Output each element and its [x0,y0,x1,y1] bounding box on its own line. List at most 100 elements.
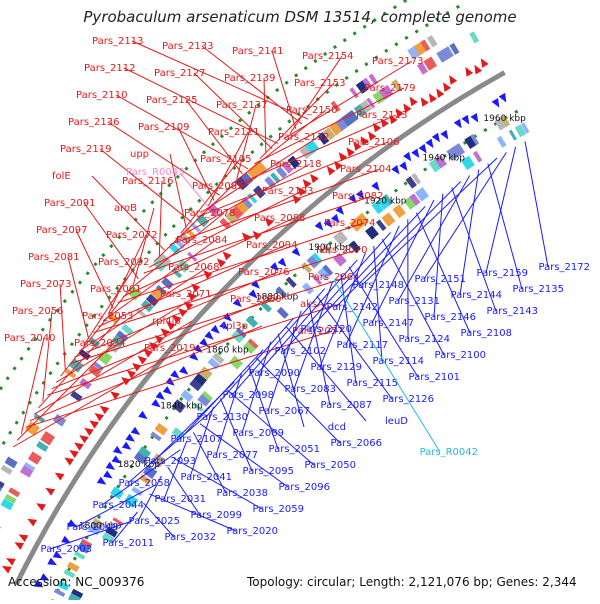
gene-label: Pars_2049 [67,522,118,533]
gene-label: Pars_2082 [332,191,383,202]
reverse-gene-arrow [454,119,462,129]
gene-label: folE [52,171,71,182]
gene-label: Pars_2136 [68,117,119,128]
category-block [0,478,5,488]
forward-gene-arrow [443,82,451,92]
category-block [469,31,479,43]
forward-gene-arrow [36,503,46,511]
leader-line [203,137,318,211]
forward-gene-arrow [465,67,473,77]
category-block [473,151,482,163]
gene-label: Pars_2118 [270,159,321,170]
gene-label: leuD [385,416,408,427]
reverse-gene-arrow [391,165,399,174]
gene-label: Pars_2094 [246,240,297,251]
forward-gene-arrow [474,65,482,75]
reverse-gene-arrow [131,427,140,435]
leader-line [290,56,342,134]
gene-label: Pars_2073 [20,279,71,290]
reverse-gene-arrow [47,558,57,566]
forward-gene-arrow [89,420,99,428]
forward-gene-arrow [55,473,65,481]
category-block [180,390,193,402]
gene-label: Pars_2135 [513,284,564,295]
gene-label: Pars_2104 [340,164,391,175]
gene-label: Pars_2020 [227,526,278,537]
reverse-gene-arrow [106,462,116,470]
leader-line [108,235,146,314]
reverse-gene-arrow [170,370,179,379]
gene-label: Pars_2144 [451,290,502,301]
genome-summary: Topology: circular; Length: 2,121,076 bp… [247,575,577,589]
forward-gene-arrow [2,566,12,573]
accession-label: Accession: NC_009376 [8,575,144,589]
gene-label: Pars_2127 [154,68,205,79]
gene-label: Pars_2108 [461,328,512,339]
gene-label: Pars_2119 [60,144,111,155]
gene-label: Pars_2125 [146,95,197,106]
gene-label: Pars_R0042 [420,447,478,458]
gene-label: Pars_2114 [373,356,424,367]
gene-label: Pars_2061 [90,284,141,295]
gene-label: Pars_2154 [302,51,353,62]
gene-label: Pars_R0043 [126,167,184,178]
gene-label: Pars_2019 [144,343,195,354]
gene-label: Pars_2087 [321,400,372,411]
category-block [497,136,507,148]
gene-label: Pars_2074 [324,218,375,229]
forward-gene-arrow [449,75,457,85]
reverse-gene-arrow [278,258,287,267]
reverse-gene-arrow [470,113,478,123]
gene-label: Pars_2025 [129,516,180,527]
gene-label: Pars_2070 [316,245,367,256]
category-block [277,307,289,319]
forward-gene-arrow [310,174,319,183]
reverse-gene-arrow [163,386,172,394]
reverse-gene-arrow [432,133,440,143]
gene-label: Pars_2085 [192,181,243,192]
category-block [509,130,517,141]
forward-gene-arrow [45,488,55,496]
gene-label: Pars_2121 [208,127,259,138]
gene-label: Pars_2081 [28,252,79,263]
gene-label: Pars_2032 [165,532,216,543]
map-title: Pyrobaculum arsenaticum DSM 13514, compl… [0,8,600,26]
category-block [5,457,18,469]
gene-label: Pars_2084 [176,235,227,246]
tick-label: 1940 kbp [423,153,466,163]
leader-line [268,311,301,411]
gene-label: rpl4lp [152,316,181,327]
forward-gene-arrow [410,97,418,107]
gene-label: Pars_2053 [82,311,133,322]
reverse-gene-arrow [204,331,213,340]
gene-label: Pars_2011 [103,538,154,549]
gene-label: Pars_2137 [216,100,267,111]
gene-label: Pars_2109 [138,122,189,133]
reverse-gene-arrow [211,325,220,334]
gene-label: Pars_2072 [106,230,157,241]
reverse-gene-arrow [403,152,411,161]
gene-label: Pars_2098 [223,390,274,401]
tick-label: 1860 kbp [206,346,249,356]
gene-label: Pars_2091 [44,198,95,209]
reverse-gene-arrow [315,221,324,230]
reverse-gene-arrow [179,366,188,375]
forward-gene-arrow [6,558,16,566]
reverse-gene-arrow [103,470,113,478]
forward-gene-arrow [84,428,94,436]
gene-label: Pars_2050 [305,460,356,471]
gene-label: Pars_2076 [238,267,289,278]
reverse-gene-arrow [440,130,448,140]
reverse-gene-arrow [461,115,469,125]
leader-line [362,158,497,285]
category-block [349,87,358,98]
forward-gene-arrow [79,435,89,443]
reverse-gene-arrow [151,399,160,407]
gene-label: Pars_2106 [348,137,399,148]
reverse-gene-arrow [411,149,419,159]
forward-gene-arrow [127,370,136,379]
forward-gene-arrow [421,97,429,107]
gene-label: Pars_2051 [269,444,320,455]
